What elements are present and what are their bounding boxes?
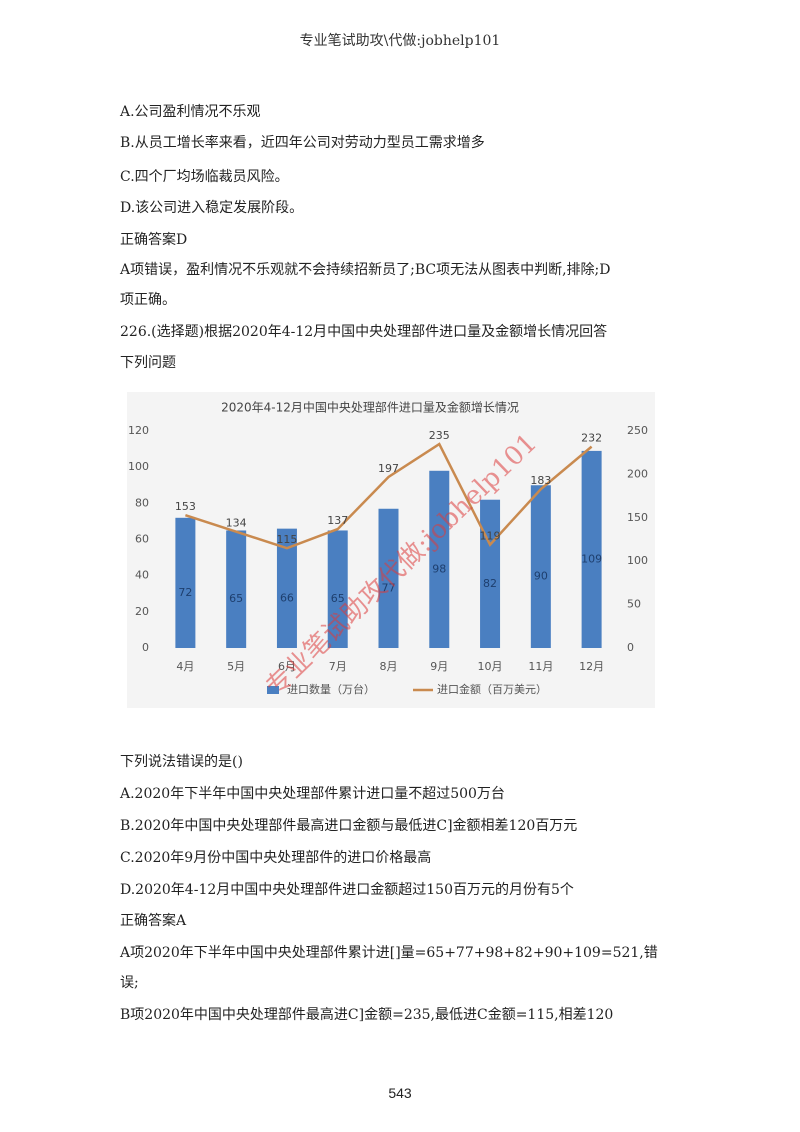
bar-label: 77 bbox=[382, 581, 396, 594]
x-tick-label: 10月 bbox=[478, 660, 503, 673]
text-line: D.2020年4-12月中国中央处理部件进口金额超过150百万元的月份有5个 bbox=[120, 882, 574, 898]
page-number: 543 bbox=[388, 1085, 412, 1101]
text-line: 正确答案D bbox=[120, 232, 188, 248]
bar bbox=[429, 470, 450, 648]
line bbox=[185, 442, 593, 550]
bar-label: 66 bbox=[280, 591, 294, 604]
bar-label: 90 bbox=[534, 570, 548, 583]
y-tick-label: 80 bbox=[135, 496, 149, 509]
x-tick-label: 6月 bbox=[278, 660, 296, 673]
legend-label: 进口金额（百万美元） bbox=[437, 682, 547, 696]
line-label: 134 bbox=[226, 517, 247, 530]
text-line: 项正确。 bbox=[120, 292, 176, 308]
bar bbox=[175, 517, 196, 648]
text-line: B项2020年中国中央处理部件最高进C]金额=235,最低进C金额=115,相差… bbox=[120, 1007, 614, 1023]
text-line: D.该公司进入稳定发展阶段。 bbox=[120, 200, 304, 216]
y2-tick-label: 100 bbox=[627, 554, 648, 567]
line-label: 137 bbox=[327, 514, 348, 527]
bar-label: 109 bbox=[581, 552, 602, 565]
bar-label: 65 bbox=[229, 592, 243, 605]
chart: 2020年4-12月中国中央处理部件进口量及金额增长情况 0 20 40 60 80 10… bbox=[127, 392, 655, 708]
legend-swatch bbox=[267, 686, 279, 694]
line-label: 115 bbox=[276, 533, 297, 546]
line-label: 235 bbox=[429, 429, 450, 442]
bar-label: 65 bbox=[331, 592, 345, 605]
header: 专业笔试助攻\代做:jobhelp101 bbox=[299, 33, 501, 49]
x-tick-label: 11月 bbox=[528, 660, 553, 673]
text-line: 误; bbox=[120, 975, 139, 991]
y-tick-label: 20 bbox=[135, 605, 149, 618]
text-line: 正确答案A bbox=[120, 913, 187, 929]
x-tick-label: 8月 bbox=[380, 660, 398, 673]
text-line: B.2020年中国中央处理部件最高进口金额与最低进C]金额相差120百万元 bbox=[120, 818, 578, 834]
bar bbox=[276, 528, 297, 648]
bar-label: 82 bbox=[483, 577, 497, 590]
bar bbox=[226, 530, 247, 648]
text-line: C.四个厂均场临裁员风险。 bbox=[120, 169, 289, 185]
text-line: A项2020年下半年中国中央处理部件累计进[]量=65+77+98+82+90+… bbox=[120, 945, 658, 961]
x-tick-label: 4月 bbox=[176, 660, 194, 673]
text-line: A.公司盈利情况不乐观 bbox=[120, 104, 261, 120]
y-tick-label: 0 bbox=[142, 641, 149, 654]
legend-label: 进口数量（万台） bbox=[287, 682, 375, 696]
y2-tick-label: 0 bbox=[627, 641, 634, 654]
y-tick-label: 40 bbox=[135, 569, 149, 582]
y2-tick-label: 250 bbox=[627, 424, 648, 437]
line-label: 197 bbox=[378, 462, 399, 475]
bar bbox=[378, 508, 399, 648]
y-tick-label: 60 bbox=[135, 533, 149, 546]
bar bbox=[327, 530, 348, 648]
line-label: 153 bbox=[175, 500, 196, 513]
y2-tick-label: 50 bbox=[627, 598, 641, 611]
y2-tick-label: 200 bbox=[627, 467, 648, 480]
text-line: C.2020年9月份中国中央处理部件的进口价格最高 bbox=[120, 850, 432, 866]
line-label: 119 bbox=[480, 530, 501, 543]
x-tick-label: 9月 bbox=[430, 660, 448, 673]
y-tick-label: 120 bbox=[128, 424, 149, 437]
bar-label: 98 bbox=[432, 562, 446, 575]
bar bbox=[581, 450, 602, 648]
bar-label: 72 bbox=[178, 586, 192, 599]
chart-title: 2020年4-12月中国中央处理部件进口量及金额增长情况 bbox=[221, 400, 519, 415]
text-line: B.从员工增长率来看，近四年公司对劳动力型员工需求增多 bbox=[120, 135, 485, 151]
text-line: A项错误，盈利情况不乐观就不会持续招新员了;BC项无法从图表中判断,排除;D bbox=[120, 262, 611, 278]
bar bbox=[480, 499, 501, 648]
text-line: 下列问题 bbox=[120, 355, 176, 371]
x-tick-label: 12月 bbox=[579, 660, 604, 673]
text-line: 226.(选择题)根据2020年4-12月中国中央处理部件进口量及金额增长情况回… bbox=[120, 324, 608, 340]
bar bbox=[530, 485, 551, 648]
x-tick-label: 7月 bbox=[329, 660, 347, 673]
line-label: 232 bbox=[581, 432, 602, 445]
text-line: A.2020年下半年中国中央处理部件累计进口量不超过500万台 bbox=[120, 786, 505, 802]
y-tick-label: 100 bbox=[128, 460, 149, 473]
x-tick-label: 5月 bbox=[227, 660, 245, 673]
line-label: 183 bbox=[530, 474, 551, 487]
text-line: 下列说法错误的是() bbox=[120, 754, 243, 770]
y2-tick-label: 150 bbox=[627, 511, 648, 524]
